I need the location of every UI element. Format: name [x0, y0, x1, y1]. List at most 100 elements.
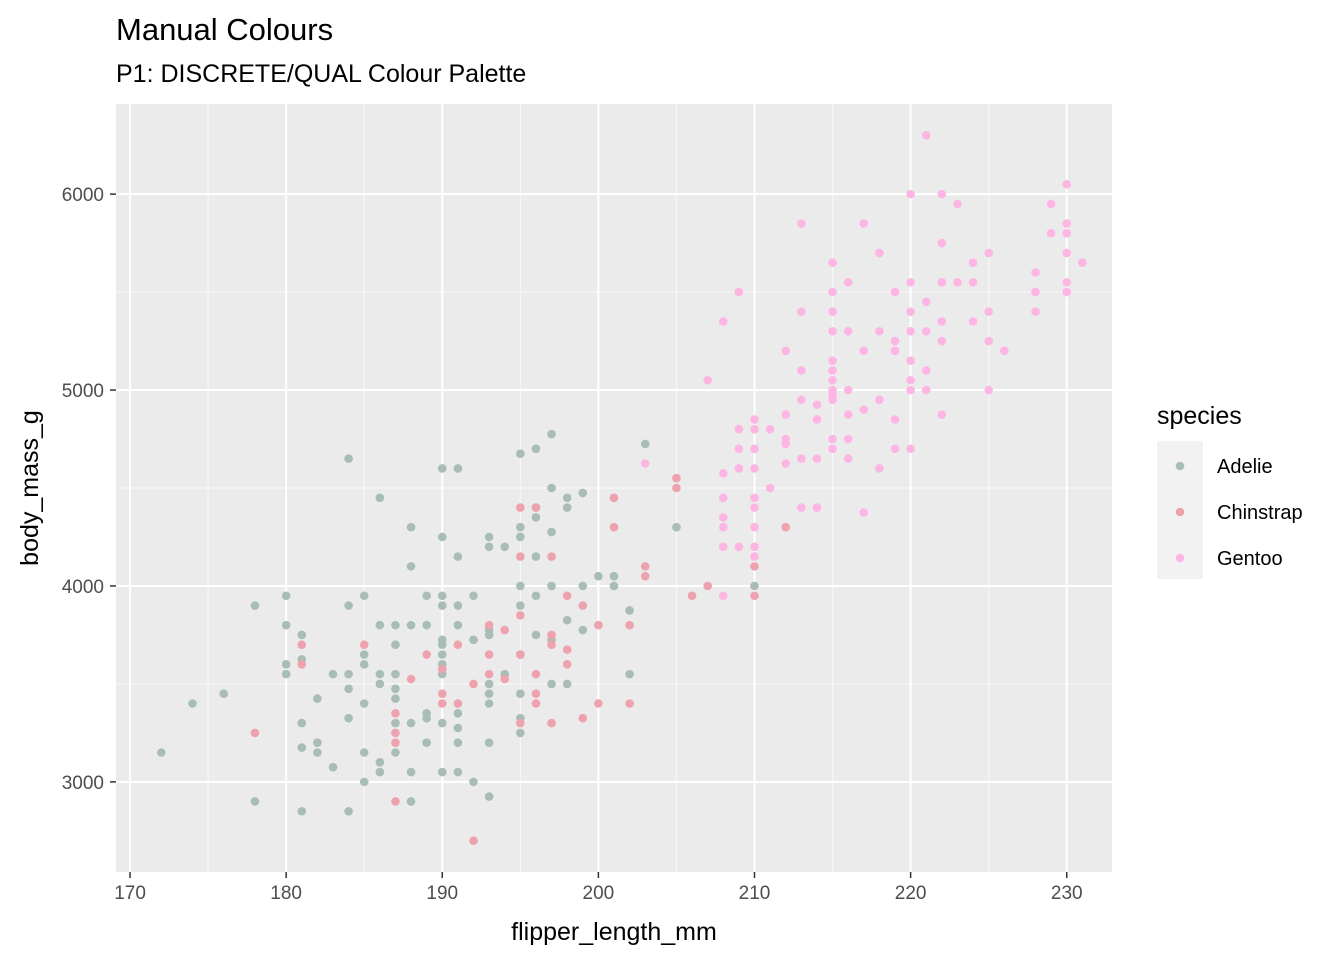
point-adelie	[406, 562, 416, 571]
point-chinstrap	[391, 728, 400, 738]
point-gentoo	[1062, 277, 1072, 287]
data-points	[156, 131, 1087, 845]
point-adelie	[406, 718, 416, 728]
point-chinstrap	[469, 836, 478, 845]
y-tick-label: 3000	[62, 773, 104, 794]
point-adelie	[453, 709, 463, 718]
point-adelie	[640, 439, 650, 449]
point-adelie	[547, 679, 556, 689]
point-chinstrap	[750, 562, 759, 571]
x-tick-label: 190	[426, 883, 458, 904]
point-gentoo	[750, 415, 759, 424]
point-gentoo	[937, 410, 947, 419]
point-chinstrap	[609, 493, 619, 503]
point-gentoo	[968, 258, 978, 267]
point-chinstrap	[672, 473, 681, 483]
point-adelie	[313, 694, 322, 703]
point-adelie	[422, 591, 431, 601]
point-adelie	[453, 767, 463, 777]
point-adelie	[359, 660, 369, 669]
point-gentoo	[906, 375, 915, 385]
point-adelie	[391, 748, 400, 757]
point-adelie	[469, 777, 478, 787]
point-adelie	[437, 767, 447, 777]
point-chinstrap	[516, 503, 525, 512]
point-gentoo	[859, 219, 869, 228]
point-chinstrap	[640, 562, 650, 571]
point-gentoo	[797, 219, 806, 228]
point-chinstrap	[562, 591, 572, 601]
point-gentoo	[1062, 180, 1072, 189]
point-gentoo	[875, 248, 884, 258]
point-gentoo	[968, 317, 978, 326]
legend-key-gentoo	[1175, 553, 1185, 563]
point-gentoo	[1062, 219, 1072, 228]
point-adelie	[375, 493, 385, 503]
point-adelie	[281, 620, 291, 630]
point-adelie	[359, 591, 369, 601]
point-gentoo	[953, 199, 962, 209]
point-gentoo	[828, 375, 837, 385]
point-adelie	[516, 601, 525, 610]
point-chinstrap	[562, 645, 572, 654]
point-gentoo	[640, 459, 650, 468]
point-gentoo	[703, 375, 712, 385]
point-gentoo	[750, 493, 759, 503]
point-gentoo	[718, 591, 728, 601]
point-gentoo	[906, 326, 915, 336]
point-chinstrap	[297, 640, 307, 650]
point-gentoo	[750, 503, 759, 512]
legend-label-chinstrap: Chinstrap	[1217, 502, 1303, 524]
point-gentoo	[906, 444, 915, 454]
x-axis-title: flipper_length_mm	[511, 918, 717, 946]
point-chinstrap	[469, 679, 478, 689]
point-adelie	[422, 620, 431, 630]
point-chinstrap	[250, 728, 260, 738]
point-gentoo	[937, 189, 947, 199]
point-adelie	[250, 601, 260, 610]
point-adelie	[406, 767, 416, 777]
point-adelie	[516, 532, 525, 542]
point-gentoo	[781, 410, 791, 419]
point-gentoo	[797, 454, 806, 463]
point-gentoo	[765, 424, 775, 434]
x-tick-label: 220	[895, 883, 927, 904]
point-gentoo	[1046, 229, 1056, 238]
point-gentoo	[750, 542, 759, 552]
y-tick-label: 5000	[62, 381, 104, 402]
point-gentoo	[812, 454, 822, 463]
point-adelie	[531, 591, 541, 601]
point-adelie	[484, 792, 494, 801]
point-gentoo	[890, 346, 900, 356]
point-adelie	[375, 669, 385, 679]
point-adelie	[500, 542, 510, 552]
point-adelie	[531, 630, 541, 640]
point-adelie	[281, 669, 291, 679]
point-adelie	[406, 797, 416, 806]
point-chinstrap	[547, 718, 556, 728]
point-adelie	[484, 532, 494, 542]
point-gentoo	[937, 317, 947, 326]
point-chinstrap	[359, 640, 369, 650]
point-chinstrap	[562, 660, 572, 669]
point-gentoo	[1031, 287, 1040, 297]
point-adelie	[516, 689, 525, 699]
point-gentoo	[734, 542, 744, 552]
point-adelie	[453, 738, 463, 747]
point-adelie	[297, 806, 307, 816]
legend: species Adelie Chinstrap Gentoo	[1157, 402, 1303, 579]
point-adelie	[625, 606, 634, 615]
point-chinstrap	[625, 699, 634, 708]
point-chinstrap	[578, 713, 588, 723]
point-gentoo	[750, 464, 759, 473]
point-adelie	[609, 581, 619, 591]
point-gentoo	[734, 287, 744, 297]
point-adelie	[469, 591, 478, 601]
point-gentoo	[843, 454, 853, 463]
y-axis-title: body_mass_g	[16, 410, 44, 566]
point-adelie	[391, 718, 400, 728]
point-gentoo	[890, 287, 900, 297]
point-chinstrap	[391, 797, 400, 806]
point-chinstrap	[672, 483, 681, 493]
point-adelie	[375, 767, 385, 777]
